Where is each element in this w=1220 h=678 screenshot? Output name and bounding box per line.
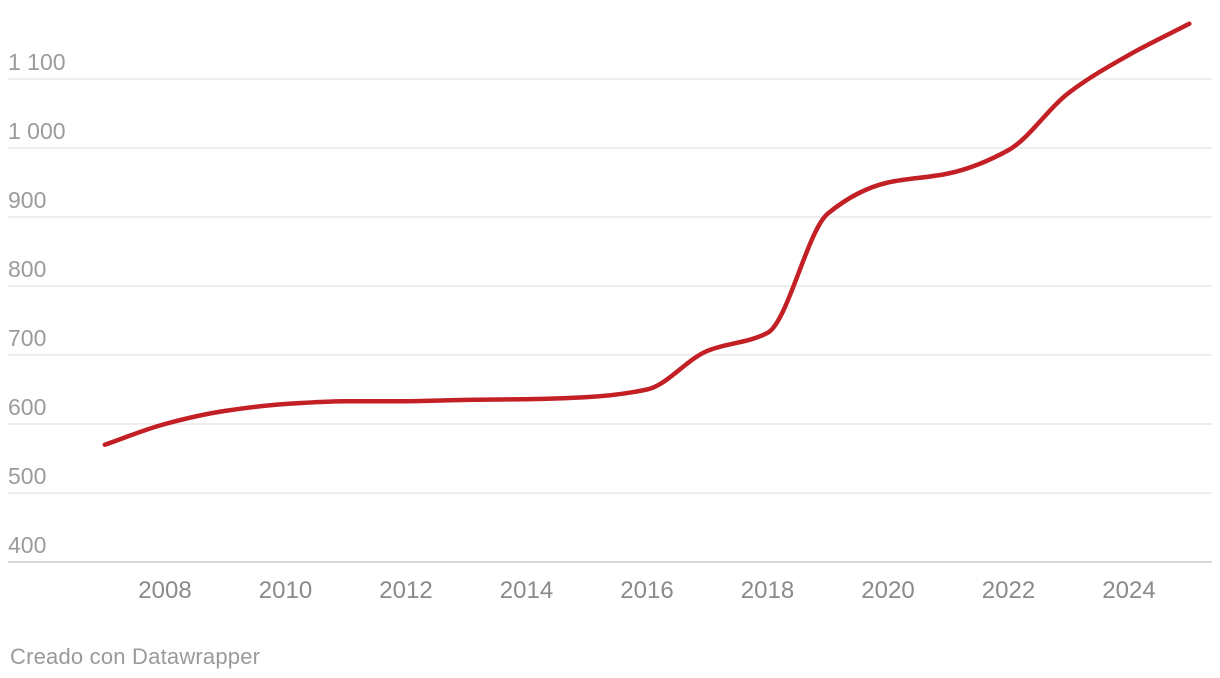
x-axis-label: 2024 xyxy=(1102,577,1155,604)
attribution-text: Creado con Datawrapper xyxy=(10,644,261,669)
x-axis-label: 2018 xyxy=(741,577,794,604)
y-axis-label: 400 xyxy=(8,532,46,558)
y-axis-label: 1 100 xyxy=(8,49,66,75)
y-axis-label: 500 xyxy=(8,463,46,489)
x-axis-label: 2010 xyxy=(259,577,312,604)
y-axis-label: 700 xyxy=(8,325,46,351)
y-axis-label: 900 xyxy=(8,187,46,213)
chart-canvas: 400 500 600 700 800 900 1 000 1 100 2008 2010 2012… xyxy=(8,21,1212,604)
x-axis-label: 2014 xyxy=(500,577,553,604)
y-axis-label: 800 xyxy=(8,256,46,282)
y-axis-label: 600 xyxy=(8,394,46,420)
y-axis-label: 1 000 xyxy=(8,118,66,144)
x-axis-label: 2008 xyxy=(138,577,191,604)
data-line xyxy=(102,21,1192,447)
x-axis-label: 2020 xyxy=(861,577,914,604)
x-axis-label: 2022 xyxy=(982,577,1035,604)
x-axis-label: 2016 xyxy=(620,577,673,604)
x-axis-label: 2012 xyxy=(379,577,432,604)
